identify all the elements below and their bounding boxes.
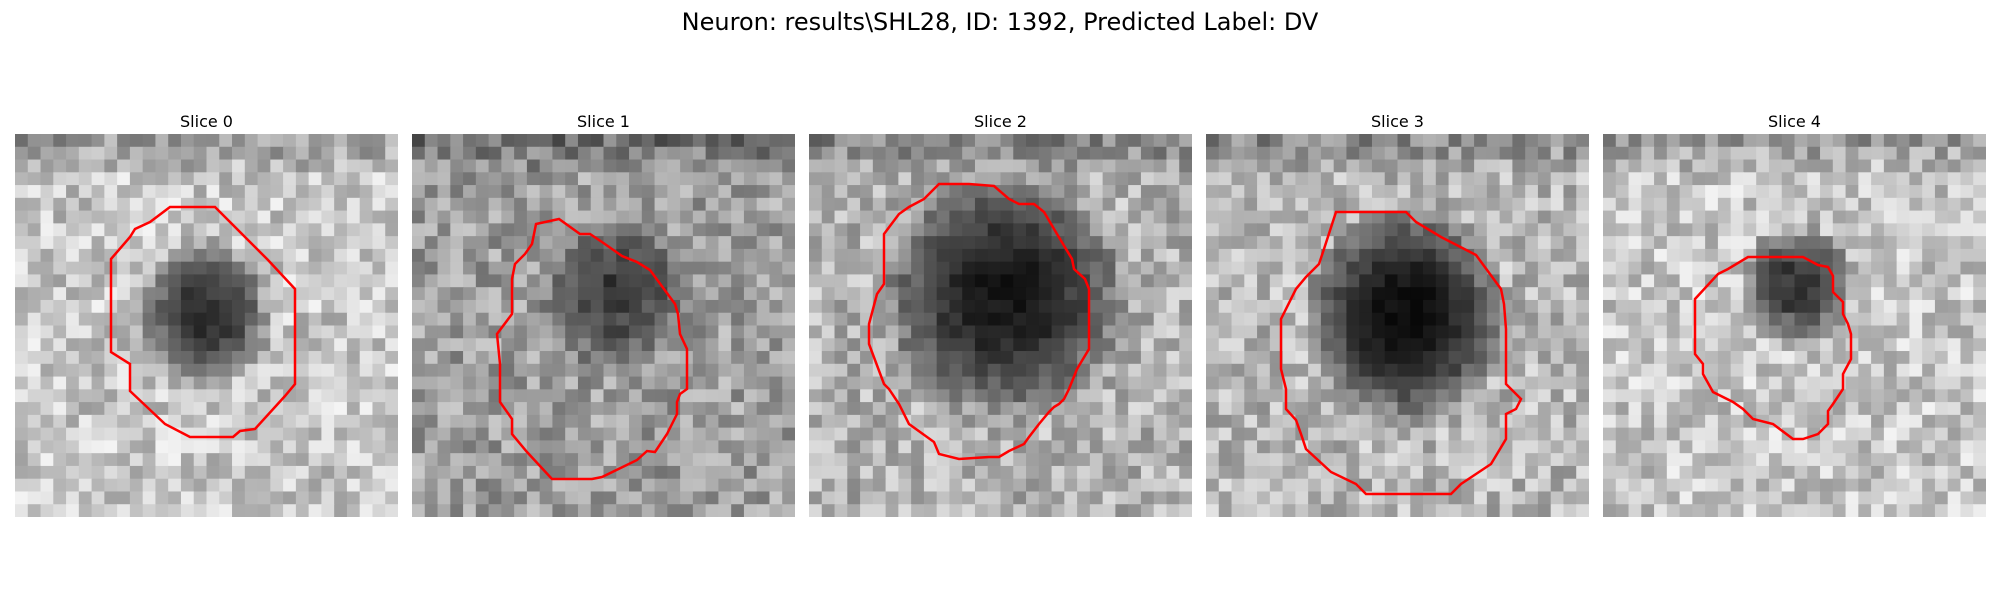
slice-panel-1: Slice 1 xyxy=(412,110,795,517)
slice-panel-3: Slice 3 xyxy=(1206,110,1589,517)
slice-image xyxy=(412,134,795,517)
slice-title: Slice 2 xyxy=(809,110,1192,134)
slice-image xyxy=(1603,134,1986,517)
slice-title: Slice 3 xyxy=(1206,110,1589,134)
slice-title: Slice 1 xyxy=(412,110,795,134)
slice-title: Slice 4 xyxy=(1603,110,1986,134)
slice-panel-4: Slice 4 xyxy=(1603,110,1986,517)
slice-image xyxy=(1206,134,1589,517)
figure-title: Neuron: results\SHL28, ID: 1392, Predict… xyxy=(0,8,2000,36)
slice-image xyxy=(15,134,398,517)
slice-image xyxy=(809,134,1192,517)
slice-title: Slice 0 xyxy=(15,110,398,134)
slice-panel-2: Slice 2 xyxy=(809,110,1192,517)
slice-panel-0: Slice 0 xyxy=(15,110,398,517)
